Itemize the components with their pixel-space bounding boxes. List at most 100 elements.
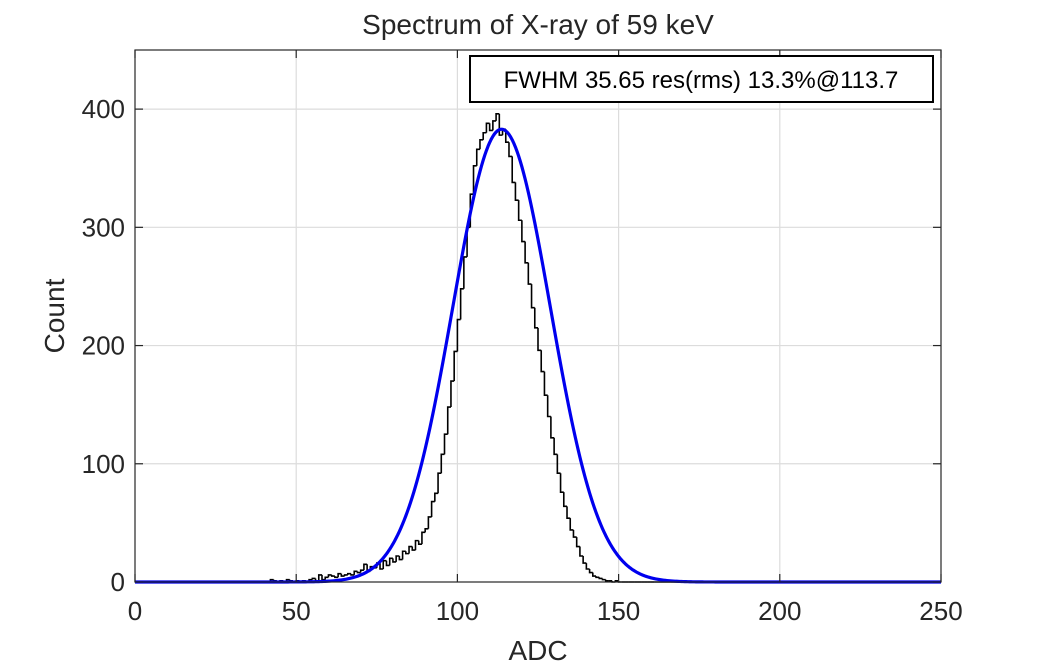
histogram-bin	[604, 579, 609, 582]
histogram-bin	[385, 560, 390, 567]
histogram-bin	[346, 572, 352, 575]
chart-title: Spectrum of X-ray of 59 keV	[362, 9, 714, 40]
histogram-bin	[575, 537, 580, 548]
histogram-bin	[472, 165, 477, 195]
histogram-bin	[585, 563, 590, 570]
y-tick-label: 200	[82, 331, 125, 361]
histogram-bin	[446, 406, 451, 435]
histogram-bin	[533, 307, 538, 329]
x-tick-label: 200	[758, 596, 801, 626]
x-tick-label: 100	[436, 596, 479, 626]
x-tick-label: 50	[282, 596, 311, 626]
histogram-bin	[482, 131, 487, 140]
y-tick-label: 400	[82, 94, 125, 124]
histogram-bin	[588, 568, 593, 574]
histogram-bin	[540, 350, 545, 373]
histogram-bin	[562, 492, 568, 508]
histogram-bin	[569, 518, 574, 531]
histogram-bin	[321, 574, 326, 581]
histogram-bin	[559, 473, 564, 493]
histogram-bin	[398, 555, 403, 561]
axes-box	[134, 49, 942, 583]
histogram-bin	[463, 256, 468, 289]
y-tick-label: 300	[82, 212, 125, 242]
histogram-bin	[537, 327, 542, 352]
histogram-bin	[601, 578, 606, 581]
x-tick-label: 250	[919, 596, 962, 626]
histogram-bin	[411, 546, 416, 551]
histogram-bin	[450, 380, 455, 408]
histogram-bin	[414, 539, 419, 551]
histogram-bin	[479, 139, 484, 150]
histogram-bin	[582, 555, 587, 564]
histogram-bin	[388, 557, 393, 566]
histogram-bin	[330, 574, 335, 577]
histogram-bin	[459, 288, 464, 320]
histogram-bin	[572, 529, 577, 538]
x-tick-label: 150	[597, 596, 640, 626]
histogram-bin	[353, 570, 358, 575]
y-axis-label: Count	[39, 278, 70, 353]
histogram-bin	[395, 555, 400, 562]
x-axis-label: ADC	[508, 635, 567, 666]
histogram-bin	[527, 262, 532, 285]
histogram-bin	[317, 574, 322, 581]
histogram-bin	[592, 572, 597, 577]
histogram-bin	[421, 531, 426, 545]
annotation-frame	[469, 55, 934, 103]
histogram-bin	[337, 572, 342, 578]
histogram-bin	[350, 573, 355, 576]
histogram-bin	[524, 241, 529, 264]
histogram-bin	[579, 546, 584, 557]
histogram-bin	[437, 472, 442, 494]
histogram-bin	[566, 506, 571, 519]
histogram-bin	[508, 142, 513, 158]
histogram-bin	[405, 551, 410, 555]
histogram-bin	[504, 129, 509, 144]
histogram-bin	[546, 395, 551, 418]
histogram-bin	[543, 371, 548, 397]
histogram-bin	[550, 416, 555, 439]
histogram-bin	[343, 574, 348, 577]
histogram-bin	[424, 528, 429, 533]
histogram-bin	[440, 453, 445, 474]
histogram-bin	[327, 574, 332, 578]
histogram-bin	[475, 148, 480, 166]
y-tick-label: 100	[82, 449, 125, 479]
histogram-bin	[379, 563, 384, 570]
histogram-bin	[511, 156, 516, 184]
histogram-bin	[443, 433, 448, 455]
annotation-text: FWHM 35.65 res(rms) 13.3%@113.7	[504, 67, 899, 94]
histogram-bin	[363, 563, 368, 571]
histogram-bin	[492, 120, 497, 131]
histogram-bin	[495, 113, 500, 121]
histogram-bin	[356, 571, 361, 574]
histogram-bin	[517, 200, 522, 222]
histogram-bin	[514, 182, 519, 201]
histogram-bin	[485, 122, 490, 133]
histogram-bin	[427, 516, 432, 529]
histogram-bin	[453, 350, 458, 382]
histogram-bin	[340, 573, 345, 577]
histogram-bin	[334, 576, 339, 579]
histogram-bin	[598, 577, 603, 580]
histogram-bin	[530, 284, 535, 309]
histogram-bin	[392, 558, 397, 563]
histogram-bin	[556, 454, 561, 475]
histogram-bin	[456, 318, 461, 352]
histogram-bin	[498, 113, 503, 136]
histogram-bin	[488, 123, 493, 132]
plot-area	[135, 50, 941, 582]
histogram-bin	[408, 545, 413, 554]
histogram-bin	[324, 576, 329, 580]
histogram-bin	[595, 576, 600, 579]
annotation-box: FWHM 35.65 res(rms) 13.3%@113.7	[469, 55, 934, 103]
histogram-bin	[311, 577, 316, 580]
histogram-bin	[382, 559, 387, 569]
ticks: 0 50 100 150 200 250 0 100 200 300 400	[82, 50, 963, 626]
histogram-bin	[553, 437, 558, 456]
histogram-bin	[434, 492, 439, 502]
x-tick-label: 0	[128, 596, 142, 626]
histogram-bin	[359, 569, 364, 573]
